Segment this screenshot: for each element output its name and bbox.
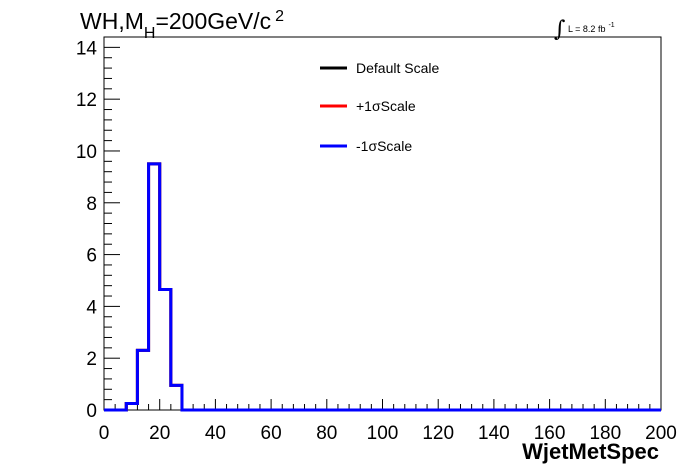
x-tick-label: 120: [422, 423, 454, 444]
title-value: =200GeV/c: [155, 8, 271, 34]
axis-ticks: [103, 36, 662, 411]
integral-symbol: ∫: [554, 17, 566, 42]
x-tick-label: 60: [261, 423, 282, 444]
x-tick-label: 100: [367, 423, 399, 444]
x-tick-label: 0: [99, 423, 110, 444]
plot-frame: [103, 36, 662, 411]
y-tick-label: 4: [86, 297, 97, 318]
legend-label-0: Default Scale: [356, 60, 439, 76]
legend: Default Scale +1σScale -1σScale: [320, 60, 439, 154]
y-tick-label: 6: [86, 246, 97, 267]
y-tick-label: 10: [76, 142, 97, 163]
x-tick-label: 160: [534, 423, 566, 444]
x-tick-label: 180: [589, 423, 621, 444]
legend-label-1: +1σScale: [356, 98, 416, 114]
chart-title: WH,MH=200GeV/c 2: [80, 8, 284, 42]
title-subscript: H: [144, 25, 156, 42]
x-tick-label: 200: [645, 423, 677, 444]
lumi-label: L = 8.2 fb -1: [568, 22, 615, 34]
y-tick-label: 14: [76, 38, 98, 59]
series-layer: [104, 162, 661, 412]
x-tick-label: 80: [316, 423, 337, 444]
x-axis-title: WjetMetSpec: [522, 439, 659, 464]
series-line-1: [104, 162, 661, 412]
axis-tick-labels: 0 20 40 60 80 100 120 140 160 180 200 0 2 4 6 8 10 12 14: [76, 38, 677, 444]
x-tick-label: 40: [205, 423, 226, 444]
y-tick-label: 0: [86, 401, 97, 422]
title-superscript: 2: [275, 8, 284, 25]
y-tick-label: 12: [76, 90, 97, 111]
lumi-text: L = 8.2 fb: [568, 24, 605, 34]
title-prefix: WH,M: [80, 8, 144, 34]
legend-label-2: -1σScale: [356, 138, 412, 154]
series-line-2: [104, 162, 661, 412]
series-line-0: [104, 162, 661, 412]
y-tick-label: 2: [86, 349, 97, 370]
x-tick-label: 140: [478, 423, 510, 444]
x-tick-label: 20: [149, 423, 170, 444]
lumi-superscript: -1: [608, 22, 614, 29]
y-tick-label: 8: [86, 194, 97, 215]
